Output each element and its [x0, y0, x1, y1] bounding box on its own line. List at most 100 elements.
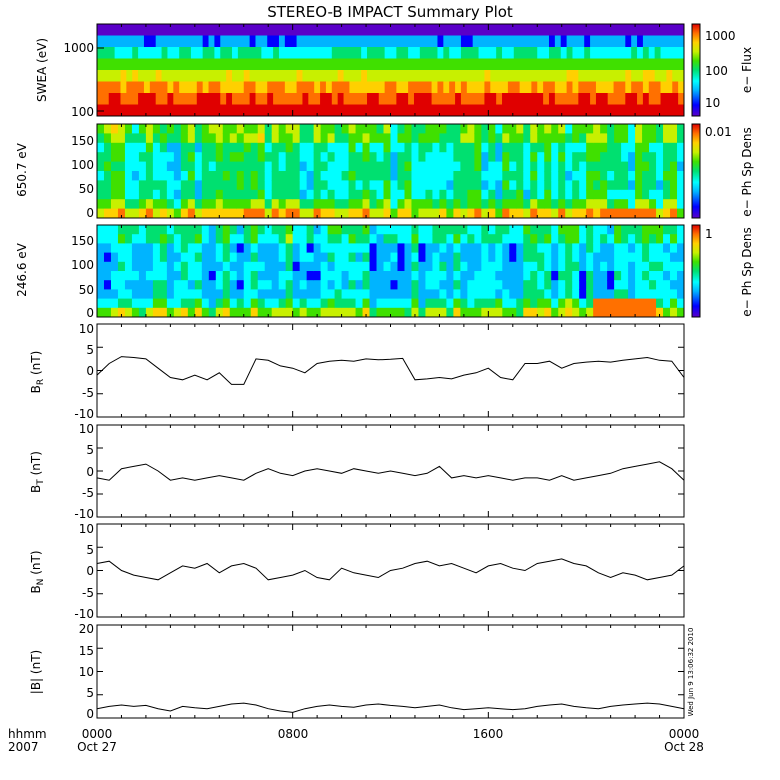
pad650-cell [432, 142, 441, 153]
pad650-cell [215, 142, 224, 153]
pad246-cell [411, 280, 420, 290]
swea-cell [507, 93, 515, 106]
swea-cell [425, 81, 433, 94]
pad246-cell [509, 234, 517, 244]
swea-cell [255, 35, 262, 48]
pad246-cell [537, 243, 545, 254]
swea-cell [466, 81, 474, 94]
swea-cell [161, 93, 169, 106]
swea-cell [484, 93, 491, 106]
pad246-cell [642, 252, 650, 263]
pad650-cell [138, 189, 147, 200]
pad650-cell [124, 152, 133, 163]
swea-cell [372, 81, 380, 94]
pad650-cell [425, 152, 434, 163]
pad650-cell [264, 180, 273, 191]
pad650-cell [306, 161, 315, 172]
pad650-cell [383, 189, 392, 200]
pad246-cell [670, 298, 678, 309]
pad246-cell [488, 289, 496, 300]
pad246-cell [383, 261, 392, 272]
pad650-cell [628, 199, 636, 210]
pad246-cell [523, 289, 531, 300]
pad650-cell [222, 161, 231, 172]
pad650-cell [152, 152, 161, 163]
swea-cell [554, 24, 562, 37]
pad246-cell [299, 280, 308, 290]
pad246-cell [523, 234, 531, 244]
swea-cell [537, 104, 544, 116]
pad246-cell [334, 271, 343, 281]
pad650-cell [677, 171, 684, 181]
pad246-cell [635, 261, 643, 272]
pad650-cell [516, 124, 524, 134]
pad650-cell [264, 161, 273, 172]
swea-cell [320, 47, 327, 60]
swea-cell [290, 93, 298, 106]
swea-cell [243, 104, 251, 116]
pad246-cell [334, 243, 343, 254]
pad246-cell [229, 271, 238, 281]
pad246-cell [292, 234, 301, 244]
pad246-cell [593, 225, 601, 235]
swea-cell [578, 81, 585, 94]
pad246-cell [537, 289, 545, 300]
pad246-cell [341, 280, 350, 290]
bn-unit: (nT) [29, 550, 43, 578]
pad650-cell [649, 180, 657, 191]
swea-cell [472, 24, 480, 37]
pad246-cell [586, 271, 594, 281]
pad650-cell [208, 161, 217, 172]
pad650-cell [348, 152, 357, 163]
pad246-cell [299, 243, 308, 254]
pad246-cell [565, 307, 573, 317]
pad246-cell [439, 271, 448, 281]
swea-cell [226, 58, 233, 71]
swea-cell [302, 58, 309, 71]
pad650-cell [327, 142, 336, 153]
pad650-cell [397, 189, 406, 200]
swea-cell [220, 47, 227, 60]
pad246-cell [572, 298, 580, 309]
pad650-cell [180, 199, 189, 210]
swea-cell [413, 81, 421, 94]
pad246-cell [593, 243, 601, 254]
swea-cell [284, 104, 292, 116]
pad650-cell [544, 189, 552, 200]
pad246-ytick-label: 50 [79, 283, 94, 297]
swea-cell [255, 81, 262, 94]
pad246-cell [383, 289, 392, 300]
pad650-cell [656, 171, 664, 181]
pad246-cell [635, 252, 643, 263]
swea-cell [466, 47, 474, 60]
swea-cell [355, 58, 362, 71]
pad246-cell [677, 243, 684, 254]
swea-cell [637, 93, 644, 106]
swea-cell [120, 58, 127, 71]
pad650-cbar-tick: 0.01 [705, 125, 732, 139]
swea-cell [114, 58, 122, 71]
pad650-cell [243, 124, 252, 134]
pad650-cell [509, 124, 517, 134]
pad246-cell [229, 243, 238, 254]
pad246-cell [579, 307, 587, 317]
swea-cell [284, 58, 292, 71]
pad246-cell [656, 252, 664, 263]
pad246-cell [537, 261, 545, 272]
pad246-cell [110, 261, 119, 272]
pad246-cell [446, 225, 454, 235]
pad650-cell [124, 124, 133, 134]
pad246-cell [236, 289, 245, 300]
pad650-cell [544, 208, 552, 218]
br-panel: BR (nT) 10 5 0 -5 -10 [29, 322, 685, 421]
pad650-cell [530, 124, 538, 134]
swea-cell [490, 58, 497, 71]
pad246-cell [285, 298, 294, 309]
pad246-cell [635, 234, 643, 244]
pad650-cell [495, 189, 503, 200]
pad650-cell [376, 199, 385, 210]
pad650-cell [187, 189, 196, 200]
pad246-cell [285, 289, 294, 300]
pad650-cell [390, 124, 399, 134]
pad650-cell [180, 171, 189, 181]
